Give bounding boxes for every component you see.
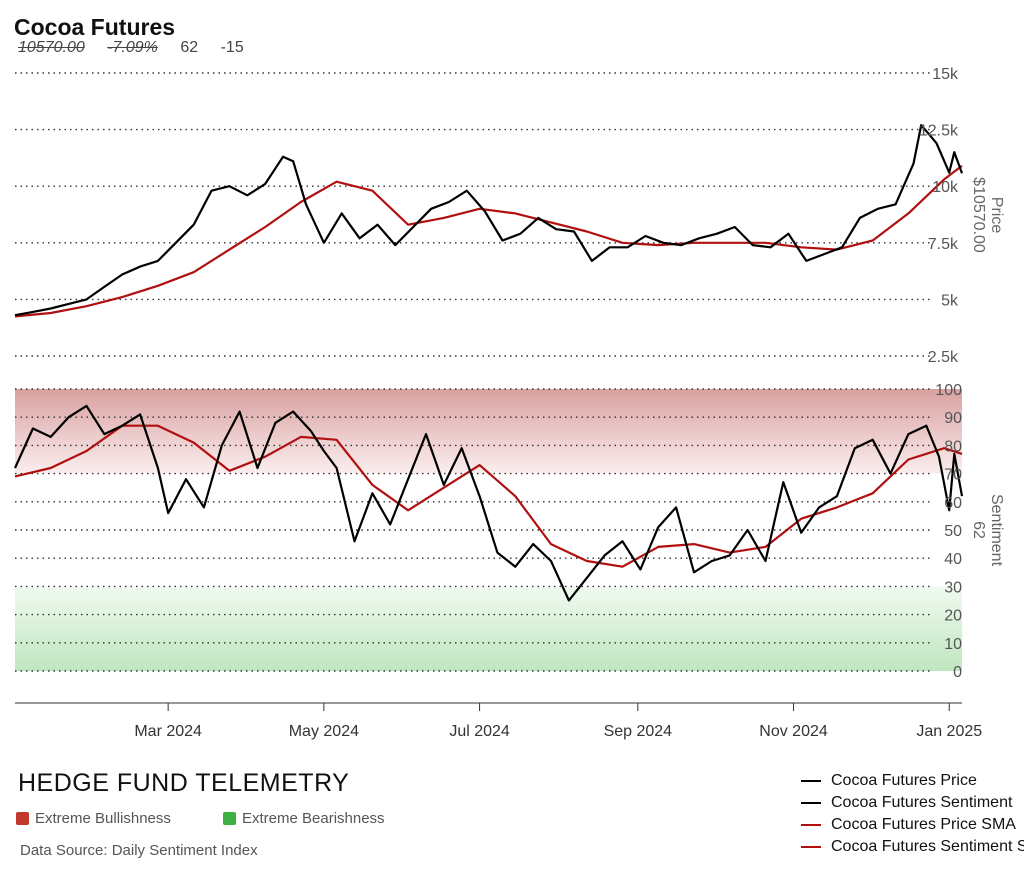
zone-legend-bearish: Extreme Bearishness (223, 810, 385, 827)
zone-legend-bullish: Extreme Bullishness (16, 810, 171, 827)
stat-sentiment: 62 (180, 39, 199, 56)
legend-swatch (801, 845, 821, 849)
legend-swatch (801, 779, 821, 783)
legend-item[interactable]: Cocoa Futures Sentiment (801, 792, 1024, 814)
stat-price: 10570.00 (18, 39, 85, 56)
sentiment-tick-label: 80 (944, 438, 962, 455)
price-tick-label: 5k (941, 292, 959, 309)
gridlines (15, 72, 930, 672)
stat-change: -7.09% (107, 39, 158, 56)
axes: 15k12.5k10k7.5k5k2.5k1009080706050403020… (15, 66, 1005, 740)
price-tick-label: 10k (932, 179, 959, 196)
price-tick-label: 12.5k (919, 123, 959, 140)
sentiment-tick-label: 70 (944, 467, 962, 484)
price-line (14, 124, 964, 317)
sentiment-tick-label: 0 (953, 664, 962, 681)
price-axis-title: Price$10570.00 (970, 177, 1005, 253)
sentiment-tick-label: 60 (944, 495, 962, 512)
x-tick-label: Sep 2024 (604, 723, 673, 740)
legend-label: Cocoa Futures Sentiment (831, 794, 1013, 811)
sentiment-tick-label: 50 (944, 523, 962, 540)
extreme-bearish-zone (15, 586, 962, 671)
sentiment-line (13, 404, 964, 602)
legend-item[interactable]: Cocoa Futures Sentiment SMA (801, 836, 1024, 858)
sentiment-zones (15, 389, 962, 671)
brand-name: HEDGE FUND TELEMETRY (18, 769, 350, 797)
legend-swatch (801, 801, 821, 805)
series-legend: Cocoa Futures Price Cocoa Futures Sentim… (801, 770, 1024, 858)
bullish-label: Extreme Bullishness (35, 810, 171, 827)
chart-title: Cocoa Futures (14, 14, 176, 40)
legend-label: Cocoa Futures Price SMA (831, 816, 1016, 833)
chart-canvas: 15k12.5k10k7.5k5k2.5k1009080706050403020… (13, 66, 1005, 740)
x-tick-label: Nov 2024 (759, 723, 828, 740)
sentiment-tick-label: 40 (944, 551, 962, 568)
price-tick-label: 2.5k (928, 349, 959, 366)
price-tick-label: 7.5k (928, 236, 959, 253)
x-tick-label: Mar 2024 (134, 723, 202, 740)
x-tick-label: May 2024 (289, 723, 359, 740)
sentiment-tick-label: 90 (944, 410, 962, 427)
legend-label: Cocoa Futures Sentiment SMA (831, 838, 1024, 855)
sentiment-axis-title: Sentiment62 (970, 494, 1005, 567)
sentiment-sma-line (14, 424, 963, 568)
x-tick-label: Jul 2024 (449, 723, 510, 740)
extreme-bullish-zone (15, 389, 962, 474)
sentiment-tick-label: 30 (944, 579, 962, 596)
price-tick-label: 15k (932, 66, 959, 83)
sentiment-tick-label: 20 (944, 608, 962, 625)
legend-label: Cocoa Futures Price (831, 772, 977, 789)
price-sma-line (14, 164, 963, 318)
x-tick-label: Jan 2025 (916, 723, 982, 740)
bullish-swatch (16, 812, 29, 825)
bearish-swatch (223, 812, 236, 825)
legend-item[interactable]: Cocoa Futures Price (801, 770, 1024, 792)
bearish-label: Extreme Bearishness (242, 810, 385, 827)
legend-item[interactable]: Cocoa Futures Price SMA (801, 814, 1024, 836)
stat-sentiment-change: -15 (220, 39, 244, 56)
sentiment-tick-label: 100 (935, 382, 962, 399)
sentiment-tick-label: 10 (944, 636, 962, 653)
header-stats: 10570.00 -7.09% 62 -15 (18, 39, 262, 57)
series-lines (13, 124, 964, 602)
data-source: Data Source: Daily Sentiment Index (20, 842, 258, 859)
legend-swatch (801, 823, 821, 827)
